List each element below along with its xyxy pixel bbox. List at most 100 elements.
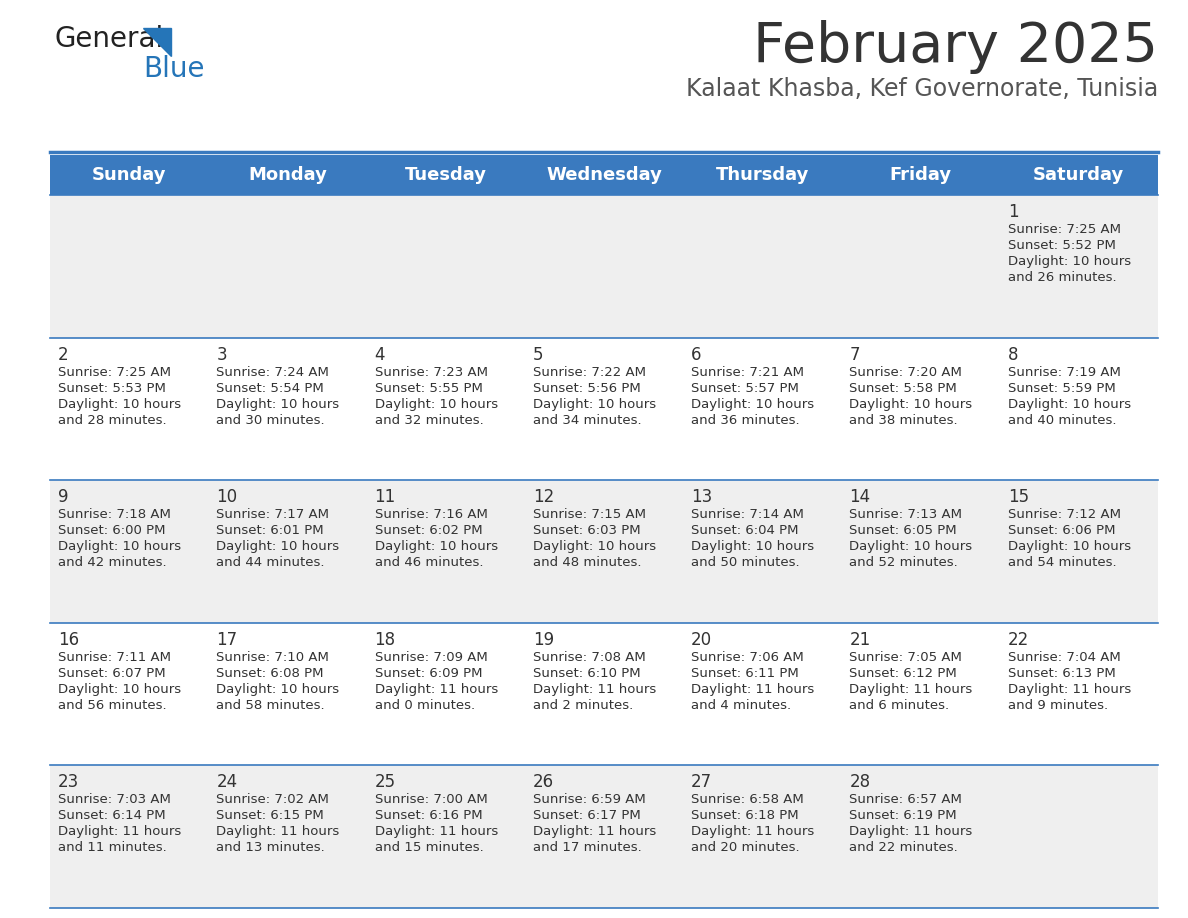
Text: 11: 11: [374, 488, 396, 506]
Text: Tuesday: Tuesday: [405, 166, 487, 184]
Text: and 48 minutes.: and 48 minutes.: [533, 556, 642, 569]
Text: and 2 minutes.: and 2 minutes.: [533, 699, 633, 711]
Text: and 32 minutes.: and 32 minutes.: [374, 414, 484, 427]
Text: 15: 15: [1007, 488, 1029, 506]
Bar: [50, 622, 1158, 766]
Text: 20: 20: [691, 631, 713, 649]
Text: and 54 minutes.: and 54 minutes.: [1007, 556, 1117, 569]
Text: Sunrise: 7:24 AM: Sunrise: 7:24 AM: [216, 365, 329, 378]
Text: Sunrise: 7:20 AM: Sunrise: 7:20 AM: [849, 365, 962, 378]
Text: Sunset: 6:16 PM: Sunset: 6:16 PM: [374, 810, 482, 823]
Text: and 17 minutes.: and 17 minutes.: [533, 842, 642, 855]
Text: Sunrise: 7:04 AM: Sunrise: 7:04 AM: [1007, 651, 1120, 664]
Text: Daylight: 10 hours: Daylight: 10 hours: [1007, 397, 1131, 410]
Text: 24: 24: [216, 773, 238, 791]
Text: Sunrise: 7:17 AM: Sunrise: 7:17 AM: [216, 509, 329, 521]
Text: Daylight: 11 hours: Daylight: 11 hours: [533, 825, 656, 838]
Text: Sunrise: 6:58 AM: Sunrise: 6:58 AM: [691, 793, 804, 806]
Text: Friday: Friday: [890, 166, 952, 184]
Text: Blue: Blue: [143, 55, 204, 83]
Text: Daylight: 10 hours: Daylight: 10 hours: [1007, 540, 1131, 554]
Text: Sunrise: 6:59 AM: Sunrise: 6:59 AM: [533, 793, 645, 806]
Text: Sunrise: 7:21 AM: Sunrise: 7:21 AM: [691, 365, 804, 378]
Text: Daylight: 10 hours: Daylight: 10 hours: [374, 540, 498, 554]
Text: and 44 minutes.: and 44 minutes.: [216, 556, 324, 569]
Text: 28: 28: [849, 773, 871, 791]
Text: Sunset: 6:13 PM: Sunset: 6:13 PM: [1007, 666, 1116, 680]
Text: Thursday: Thursday: [715, 166, 809, 184]
Text: Daylight: 10 hours: Daylight: 10 hours: [58, 683, 181, 696]
Text: 1: 1: [1007, 203, 1018, 221]
Text: Sunrise: 7:23 AM: Sunrise: 7:23 AM: [374, 365, 487, 378]
Text: Daylight: 10 hours: Daylight: 10 hours: [533, 540, 656, 554]
Text: 21: 21: [849, 631, 871, 649]
Text: 25: 25: [374, 773, 396, 791]
Text: Daylight: 11 hours: Daylight: 11 hours: [374, 683, 498, 696]
Text: Sunset: 5:59 PM: Sunset: 5:59 PM: [1007, 382, 1116, 395]
Text: Daylight: 11 hours: Daylight: 11 hours: [1007, 683, 1131, 696]
Text: Sunrise: 7:25 AM: Sunrise: 7:25 AM: [1007, 223, 1120, 236]
Text: Sunrise: 7:18 AM: Sunrise: 7:18 AM: [58, 509, 171, 521]
Text: Wednesday: Wednesday: [546, 166, 662, 184]
Text: Daylight: 10 hours: Daylight: 10 hours: [58, 397, 181, 410]
Text: Daylight: 11 hours: Daylight: 11 hours: [58, 825, 182, 838]
Bar: [50, 480, 1158, 622]
Text: Sunset: 6:03 PM: Sunset: 6:03 PM: [533, 524, 640, 537]
Text: 12: 12: [533, 488, 554, 506]
Text: and 34 minutes.: and 34 minutes.: [533, 414, 642, 427]
Text: 5: 5: [533, 345, 543, 364]
Text: 27: 27: [691, 773, 713, 791]
Text: Daylight: 10 hours: Daylight: 10 hours: [849, 540, 973, 554]
Text: Sunset: 6:12 PM: Sunset: 6:12 PM: [849, 666, 958, 680]
Text: 26: 26: [533, 773, 554, 791]
Text: 22: 22: [1007, 631, 1029, 649]
Text: Sunset: 6:02 PM: Sunset: 6:02 PM: [374, 524, 482, 537]
Text: Daylight: 11 hours: Daylight: 11 hours: [691, 683, 815, 696]
Bar: [50, 195, 1158, 338]
Text: 23: 23: [58, 773, 80, 791]
Text: 19: 19: [533, 631, 554, 649]
Text: Daylight: 10 hours: Daylight: 10 hours: [216, 397, 340, 410]
Text: Kalaat Khasba, Kef Governorate, Tunisia: Kalaat Khasba, Kef Governorate, Tunisia: [685, 77, 1158, 101]
Bar: [50, 338, 1158, 480]
Text: and 50 minutes.: and 50 minutes.: [691, 556, 800, 569]
Text: 3: 3: [216, 345, 227, 364]
Text: Daylight: 11 hours: Daylight: 11 hours: [374, 825, 498, 838]
Text: Sunday: Sunday: [91, 166, 166, 184]
Text: 17: 17: [216, 631, 238, 649]
Text: and 40 minutes.: and 40 minutes.: [1007, 414, 1117, 427]
Text: and 6 minutes.: and 6 minutes.: [849, 699, 949, 711]
Text: 9: 9: [58, 488, 69, 506]
Text: and 26 minutes.: and 26 minutes.: [1007, 271, 1117, 284]
Text: Sunset: 5:54 PM: Sunset: 5:54 PM: [216, 382, 324, 395]
Text: Sunrise: 7:06 AM: Sunrise: 7:06 AM: [691, 651, 804, 664]
Text: and 46 minutes.: and 46 minutes.: [374, 556, 484, 569]
Text: Monday: Monday: [248, 166, 327, 184]
Text: Sunrise: 7:11 AM: Sunrise: 7:11 AM: [58, 651, 171, 664]
Text: Daylight: 10 hours: Daylight: 10 hours: [1007, 255, 1131, 268]
Text: and 36 minutes.: and 36 minutes.: [691, 414, 800, 427]
Text: Daylight: 10 hours: Daylight: 10 hours: [533, 397, 656, 410]
Text: February 2025: February 2025: [753, 20, 1158, 74]
Text: Sunset: 6:15 PM: Sunset: 6:15 PM: [216, 810, 324, 823]
Text: Sunrise: 7:22 AM: Sunrise: 7:22 AM: [533, 365, 646, 378]
Text: Saturday: Saturday: [1034, 166, 1125, 184]
Text: and 0 minutes.: and 0 minutes.: [374, 699, 475, 711]
Text: 4: 4: [374, 345, 385, 364]
Text: and 38 minutes.: and 38 minutes.: [849, 414, 958, 427]
Text: and 42 minutes.: and 42 minutes.: [58, 556, 166, 569]
Text: Sunset: 6:17 PM: Sunset: 6:17 PM: [533, 810, 640, 823]
Text: Sunrise: 7:25 AM: Sunrise: 7:25 AM: [58, 365, 171, 378]
Text: 18: 18: [374, 631, 396, 649]
Text: Sunrise: 7:10 AM: Sunrise: 7:10 AM: [216, 651, 329, 664]
Text: Sunrise: 7:14 AM: Sunrise: 7:14 AM: [691, 509, 804, 521]
Bar: [50, 155, 1158, 195]
Text: Sunset: 5:57 PM: Sunset: 5:57 PM: [691, 382, 800, 395]
Text: and 9 minutes.: and 9 minutes.: [1007, 699, 1108, 711]
Text: Daylight: 11 hours: Daylight: 11 hours: [691, 825, 815, 838]
Text: and 56 minutes.: and 56 minutes.: [58, 699, 166, 711]
Text: Sunset: 5:55 PM: Sunset: 5:55 PM: [374, 382, 482, 395]
Text: 13: 13: [691, 488, 713, 506]
Text: Sunset: 5:58 PM: Sunset: 5:58 PM: [849, 382, 958, 395]
Text: Sunset: 6:18 PM: Sunset: 6:18 PM: [691, 810, 798, 823]
